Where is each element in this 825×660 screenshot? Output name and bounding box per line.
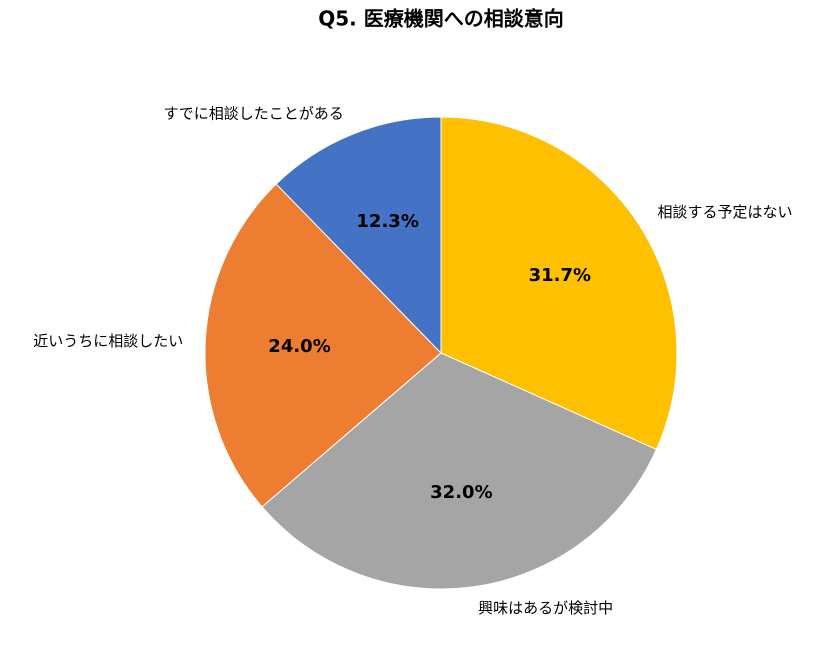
value-label: 12.3% [356, 211, 418, 232]
pie-slice [204, 183, 442, 508]
category-label: 興味はあるが検討中 [478, 599, 613, 617]
value-label: 24.0% [268, 336, 330, 357]
category-label: 近いうちに相談したい [33, 332, 183, 350]
chart-title: Q5. 医療機関への相談意向 [318, 7, 563, 31]
value-label: 32.0% [430, 482, 492, 503]
pie-slice [440, 116, 678, 451]
pie-slice [275, 116, 442, 355]
category-label: すでに相談したことがある [164, 105, 344, 123]
pie-slice [261, 352, 658, 590]
value-label: 31.7% [529, 265, 591, 286]
category-label: 相談する予定はない [658, 203, 793, 221]
